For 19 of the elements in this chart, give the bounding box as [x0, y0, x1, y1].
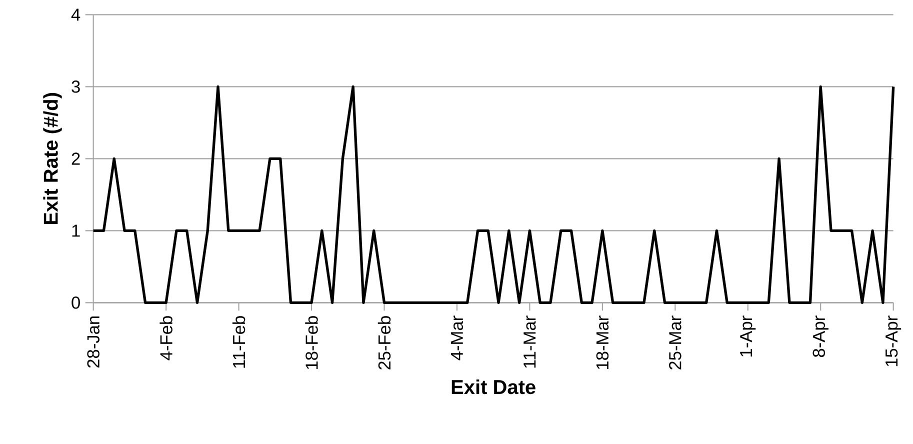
y-tick-label: 4: [71, 8, 80, 21]
x-tick-label: 4-Mar: [450, 316, 464, 360]
y-tick-label: 3: [72, 80, 80, 93]
x-tick-label: 11-Feb: [232, 316, 246, 368]
x-tick-label: 18-Feb: [305, 316, 318, 369]
x-tick-label: 25-Mar: [669, 316, 682, 370]
x-tick-label: 15-Apr: [886, 316, 902, 366]
x-tick-label: 11-Mar: [524, 316, 536, 368]
x-tick-label: 4-Feb: [160, 316, 172, 360]
x-tick-label: 8-Apr: [812, 316, 828, 358]
x-tick-label: 1-Apr: [740, 316, 756, 356]
y-tick-label: 1: [72, 224, 80, 237]
y-axis-title: Exit Rate (#/d): [43, 93, 62, 224]
x-tick-label: 18-Mar: [596, 316, 609, 369]
x-tick-label: 25-Feb: [378, 316, 391, 370]
x-axis-title: Exit Date: [452, 379, 536, 394]
y-tick-label: 0: [72, 296, 80, 309]
y-tick-label: 2: [72, 152, 80, 165]
x-tick-label: 28-Jan: [87, 316, 100, 368]
